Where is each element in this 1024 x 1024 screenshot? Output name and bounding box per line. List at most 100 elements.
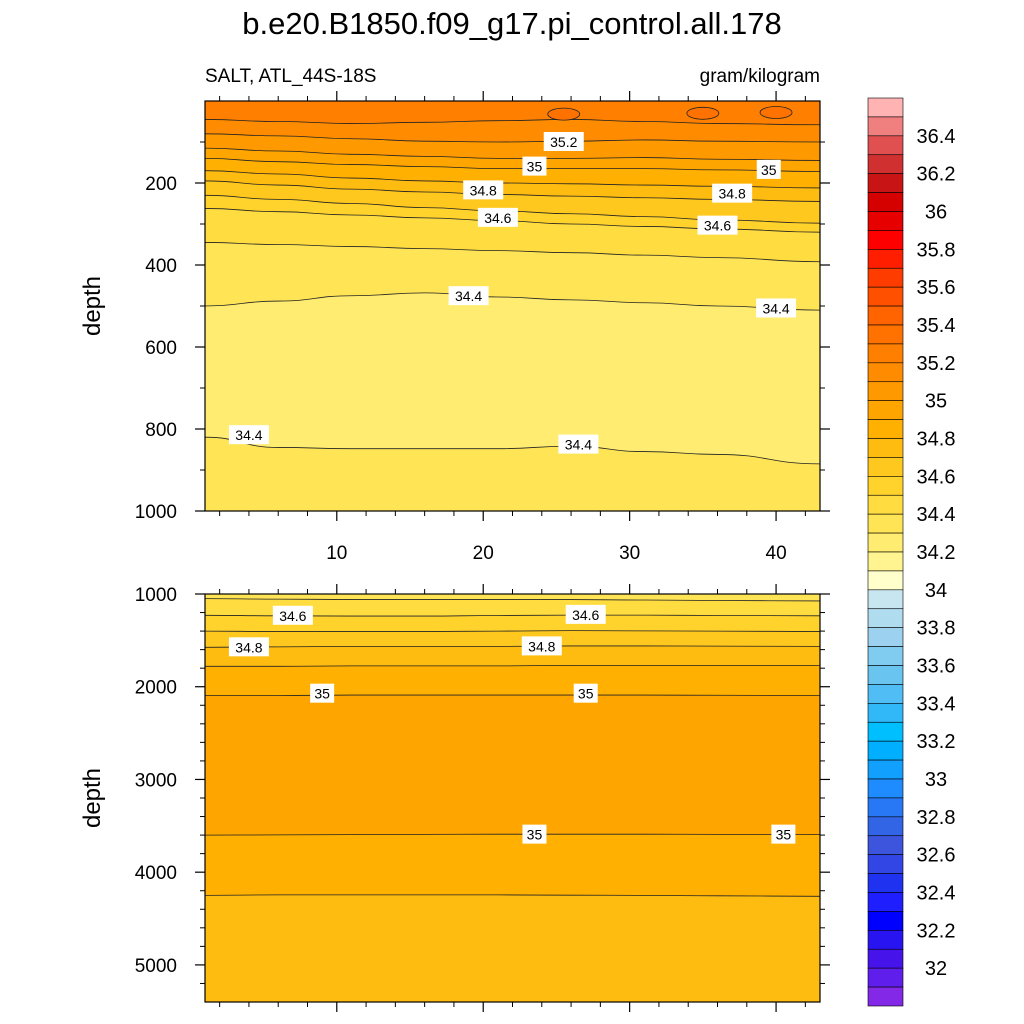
contour-label: 35 bbox=[527, 159, 543, 175]
colorbar-swatch bbox=[867, 873, 904, 893]
colorbar-swatch bbox=[867, 324, 904, 345]
colorbar-label: 33 bbox=[925, 769, 947, 791]
contour-label-box bbox=[310, 683, 335, 703]
contour-label: 34.8 bbox=[470, 182, 497, 198]
contour-label-box bbox=[522, 824, 547, 844]
colorbar-label: 34.4 bbox=[917, 504, 956, 526]
colorbar-label: 33.4 bbox=[917, 693, 956, 715]
colorbar-swatch bbox=[867, 457, 904, 477]
lower-panel-ticks: 1000 2000 3000 4000 5000 bbox=[135, 584, 830, 1012]
colorbar-swatch bbox=[867, 286, 904, 307]
upper-y-axis-label: depth bbox=[79, 276, 106, 336]
colorbar-label: 32.6 bbox=[917, 845, 956, 867]
contour-label-box bbox=[697, 215, 738, 235]
colorbar-label: 34 bbox=[925, 580, 947, 602]
contour-line bbox=[204, 147, 821, 161]
colorbar-label: 35.4 bbox=[917, 315, 956, 337]
colorbar-label: 33.2 bbox=[917, 731, 956, 753]
lower-panel-contour-labels: 34.6 34.6 34.8 34.8 35 35 35 35 bbox=[228, 604, 796, 844]
contour-label: 35 bbox=[314, 686, 330, 702]
contour-label: 34.8 bbox=[528, 638, 555, 654]
x-tick-label: 20 bbox=[473, 543, 494, 564]
colorbar-swatch bbox=[867, 343, 904, 364]
colorbar-label: 36 bbox=[925, 202, 947, 224]
colorbar-label: 32.2 bbox=[917, 920, 956, 942]
contour-line bbox=[204, 158, 821, 172]
colorbar-label: 32.8 bbox=[917, 807, 956, 829]
contour-line bbox=[204, 133, 821, 143]
contour-label-box bbox=[565, 604, 606, 624]
contour-label-box bbox=[448, 286, 489, 306]
colorbar-swatch bbox=[867, 967, 904, 988]
colorbar-swatch bbox=[867, 230, 904, 250]
contour-label: 34.6 bbox=[484, 210, 511, 226]
colorbar-swatch bbox=[867, 797, 904, 818]
colorbar-label: 36.4 bbox=[917, 126, 956, 148]
contour-label: 35 bbox=[527, 827, 543, 843]
y-tick-label: 5000 bbox=[135, 956, 177, 977]
contour-label-box bbox=[756, 159, 781, 179]
contour-label-box bbox=[228, 637, 269, 657]
colorbar-label: 32.4 bbox=[917, 883, 956, 905]
colorbar-swatch bbox=[867, 116, 904, 137]
colorbar-swatch bbox=[867, 911, 904, 931]
figure-title: b.e20.B1850.f09_g17.pi_control.all.178 bbox=[242, 6, 782, 41]
contour-label-box bbox=[522, 156, 547, 176]
contour-label: 35 bbox=[578, 686, 594, 702]
colorbar-swatch bbox=[867, 759, 904, 780]
colorbar-label: 34.6 bbox=[917, 466, 956, 488]
colorbar-swatch bbox=[867, 135, 904, 156]
fill-band bbox=[205, 437, 820, 511]
contour-label: 35 bbox=[776, 827, 792, 843]
lower-panel-fill bbox=[205, 594, 820, 1002]
colorbar-swatch bbox=[867, 211, 904, 231]
closed-contour bbox=[686, 106, 720, 120]
contour-label-box bbox=[272, 605, 313, 625]
colorbar-swatch bbox=[867, 608, 904, 628]
contour-label: 35.2 bbox=[550, 134, 577, 150]
colorbar-swatch bbox=[867, 249, 904, 269]
contour-label: 34.6 bbox=[572, 607, 599, 623]
colorbar-label: 35.2 bbox=[917, 353, 956, 375]
colorbar-swatch bbox=[867, 854, 904, 874]
colorbar-swatch bbox=[867, 986, 904, 1007]
colorbar-swatch bbox=[867, 570, 904, 591]
contour-label: 35 bbox=[761, 162, 777, 178]
colorbar-swatch bbox=[867, 835, 904, 855]
y-tick-label: 2000 bbox=[135, 678, 177, 699]
contour-label-box bbox=[712, 183, 753, 203]
colorbar-swatch bbox=[867, 305, 904, 326]
y-tick-label: 800 bbox=[145, 420, 177, 441]
contour-line bbox=[205, 664, 820, 667]
colorbar-label: 36.2 bbox=[917, 164, 956, 186]
colorbar-swatch bbox=[867, 948, 904, 969]
contour-label-box bbox=[521, 636, 562, 656]
colorbar bbox=[867, 97, 904, 1007]
closed-contour bbox=[547, 107, 581, 121]
y-tick-label: 400 bbox=[145, 256, 177, 277]
colorbar-swatch bbox=[867, 97, 904, 118]
contour-label: 34.4 bbox=[762, 300, 789, 316]
colorbar-swatch bbox=[867, 267, 904, 288]
contour-line bbox=[204, 436, 821, 465]
y-tick-label: 1000 bbox=[135, 502, 177, 523]
colorbar-swatch bbox=[867, 665, 904, 685]
y-tick-label: 600 bbox=[145, 338, 177, 359]
colorbar-label: 35.6 bbox=[917, 277, 956, 299]
colorbar-swatch bbox=[867, 419, 904, 439]
contour-label-box bbox=[573, 683, 598, 703]
variable-region-label: SALT, ATL_44S-18S bbox=[205, 66, 376, 87]
colorbar-label: 33.6 bbox=[917, 656, 956, 678]
x-tick-label: 40 bbox=[766, 543, 787, 564]
contour-label-box bbox=[756, 298, 797, 318]
colorbar-swatch bbox=[867, 551, 904, 572]
units-label: gram/kilogram bbox=[700, 66, 820, 87]
contour-label: 34.6 bbox=[279, 608, 306, 624]
colorbar-label: 34.2 bbox=[917, 542, 956, 564]
colorbar-swatch bbox=[867, 646, 904, 666]
contour-line bbox=[204, 242, 821, 263]
closed-contour bbox=[759, 106, 793, 119]
colorbar-label: 35 bbox=[925, 391, 947, 413]
colorbar-swatch bbox=[867, 400, 904, 420]
